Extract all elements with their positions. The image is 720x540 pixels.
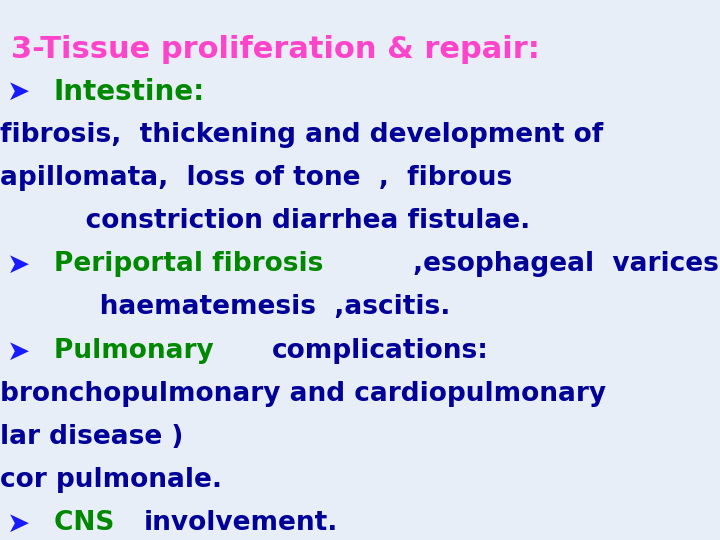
Text: bronchopulmonary and cardiopulmonary: bronchopulmonary and cardiopulmonary bbox=[0, 381, 606, 407]
Text: apillomata,  loss of tone  ,  fibrous: apillomata, loss of tone , fibrous bbox=[0, 165, 512, 191]
Text: lar disease ): lar disease ) bbox=[0, 424, 184, 450]
Text: 3-Tissue proliferation & repair:: 3-Tissue proliferation & repair: bbox=[11, 35, 540, 64]
Text: constriction diarrhea fistulae.: constriction diarrhea fistulae. bbox=[40, 208, 530, 234]
Text: Intestine:: Intestine: bbox=[54, 78, 205, 106]
Text: haematemesis  ,ascitis.: haematemesis ,ascitis. bbox=[54, 294, 451, 320]
Text: complications:: complications: bbox=[272, 338, 489, 363]
Text: ,esophageal  varices: ,esophageal varices bbox=[413, 251, 719, 277]
Text: ➤: ➤ bbox=[7, 251, 50, 279]
Text: CNS: CNS bbox=[54, 510, 124, 536]
Text: ➤: ➤ bbox=[7, 338, 50, 366]
Text: fibrosis,  thickening and development of: fibrosis, thickening and development of bbox=[0, 122, 603, 147]
Text: involvement.: involvement. bbox=[144, 510, 338, 536]
Text: ➤: ➤ bbox=[7, 78, 50, 106]
Text: Pulmonary: Pulmonary bbox=[54, 338, 223, 363]
Text: ➤: ➤ bbox=[7, 510, 50, 538]
Text: cor pulmonale.: cor pulmonale. bbox=[0, 467, 222, 493]
Text: Periportal fibrosis: Periportal fibrosis bbox=[54, 251, 333, 277]
